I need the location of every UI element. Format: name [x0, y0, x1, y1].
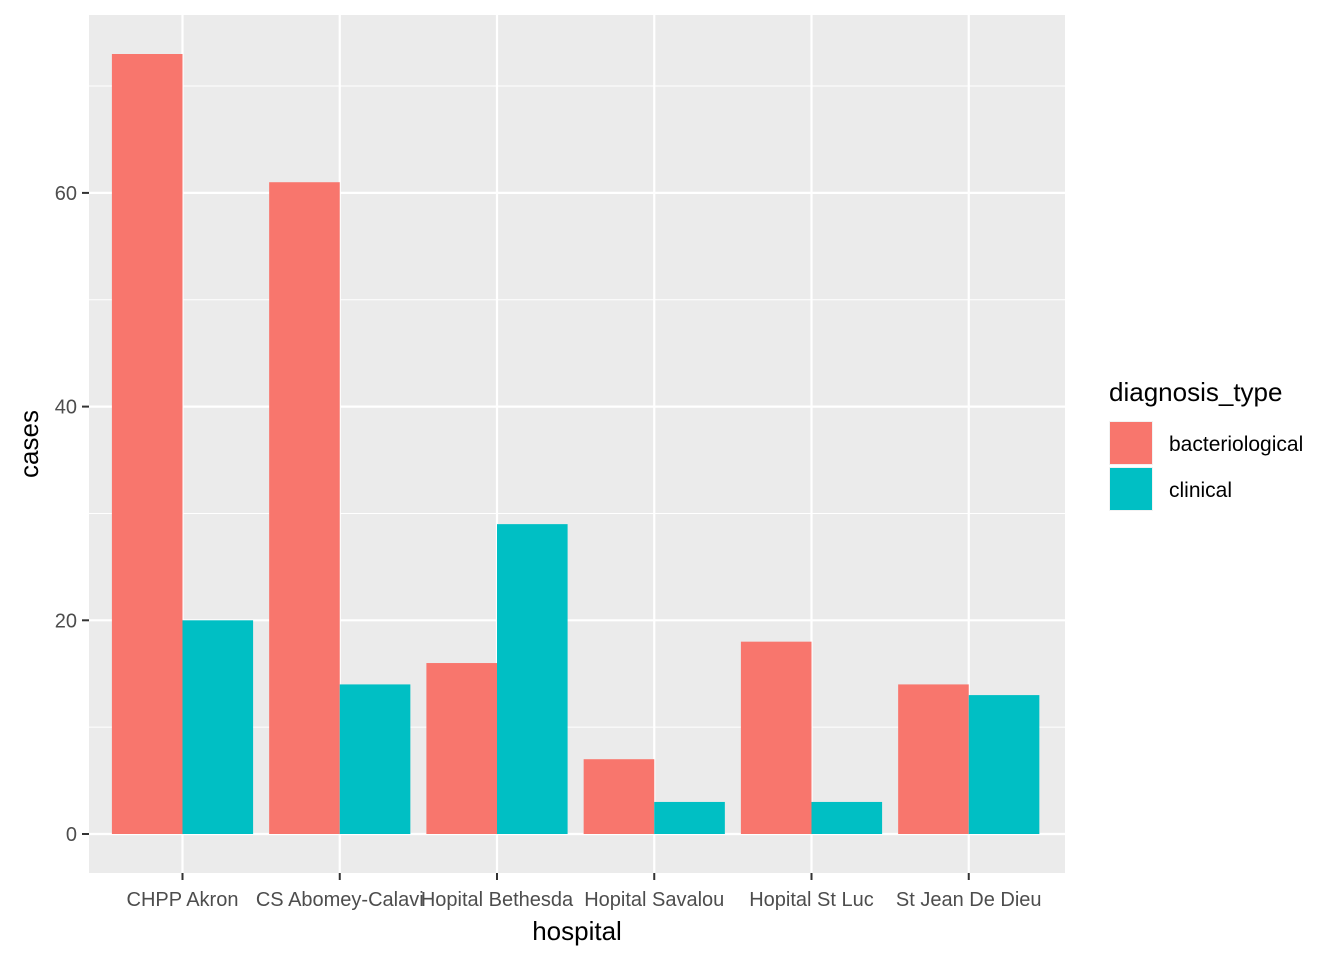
- y-tick-label: 40: [55, 397, 77, 419]
- bar-clinical-2: [497, 524, 568, 834]
- y-tick-label: 0: [66, 824, 77, 846]
- x-tick-label: CS Abomey-Calavi: [256, 889, 424, 911]
- y-axis-title: cases: [14, 410, 44, 478]
- bar-clinical-1: [339, 684, 411, 834]
- x-tick-label: Hopital Savalou: [584, 889, 724, 911]
- legend-title: diagnosis_type: [1109, 377, 1282, 407]
- legend-swatch-clinical: [1110, 468, 1152, 510]
- y-tick-label: 20: [55, 610, 77, 632]
- legend-label-clinical: clinical: [1169, 479, 1232, 502]
- bar-bacteriological-5: [898, 684, 969, 834]
- bar-clinical-4: [811, 801, 883, 834]
- legend-swatch-bacteriological: [1110, 422, 1152, 464]
- bar-bacteriological-4: [740, 641, 812, 834]
- legend: diagnosis_type bacteriological clinical: [1109, 377, 1303, 511]
- y-tick-label: 60: [55, 183, 77, 205]
- x-tick-label: CHPP Akron: [127, 889, 239, 911]
- bar-clinical-5: [968, 695, 1040, 834]
- x-tick-label: Hopital Bethesda: [421, 889, 574, 911]
- bar-clinical-3: [654, 801, 725, 834]
- bar-bacteriological-3: [583, 759, 655, 834]
- x-axis-title: hospital: [532, 916, 622, 946]
- y-axis: 0 20 40 60: [55, 183, 89, 846]
- bar-clinical-0: [182, 620, 254, 834]
- bar-bacteriological-1: [269, 182, 340, 834]
- bar-bacteriological-2: [426, 663, 497, 834]
- x-tick-label: St Jean De Dieu: [896, 889, 1042, 911]
- bars: [111, 54, 1040, 834]
- bar-bacteriological-0: [111, 54, 183, 834]
- x-tick-label: Hopital St Luc: [749, 889, 874, 911]
- legend-label-bacteriological: bacteriological: [1169, 433, 1303, 456]
